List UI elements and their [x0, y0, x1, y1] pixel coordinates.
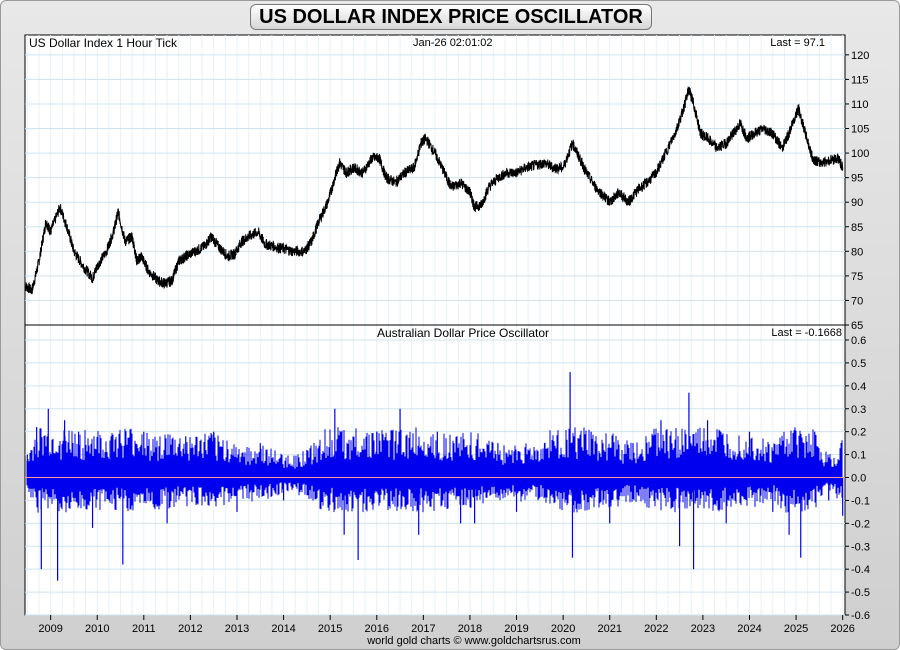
y-tick-label: 105: [851, 124, 869, 136]
x-tick-label: 2013: [225, 623, 249, 635]
y-tick-label: 80: [851, 246, 863, 258]
price-panel: [24, 86, 844, 295]
credit-text: world gold charts © www.goldchartsrus.co…: [366, 635, 581, 647]
y-tick-label: -0.5: [851, 587, 870, 599]
y-tick-label: 0.4: [851, 381, 866, 393]
oscillator-panel: [25, 372, 845, 581]
oscillator-panel-label: Australian Dollar Price Oscillator: [377, 326, 549, 340]
y-tick-label: 70: [851, 295, 863, 307]
price-panel-label: US Dollar Index 1 Hour Tick: [29, 36, 178, 50]
y-tick-label: 120: [851, 50, 869, 62]
x-tick-label: 2011: [132, 623, 156, 635]
chart-title: US DOLLAR INDEX PRICE OSCILLATOR: [250, 4, 652, 30]
x-tick-label: 2021: [597, 623, 621, 635]
y-tick-label: -0.6: [851, 610, 870, 622]
oscillator-panel-last: Last = -0.1668: [771, 327, 842, 339]
y-tick-label: 110: [851, 99, 869, 111]
price-panel-timestamp: Jan-26 02:01:02: [413, 37, 493, 49]
y-tick-label: 90: [851, 197, 863, 209]
x-tick-label: 2024: [737, 623, 761, 635]
y-tick-label: 0.0: [851, 473, 866, 485]
y-tick-label: 100: [851, 148, 869, 160]
y-tick-label: 0.1: [851, 450, 866, 462]
x-tick-label: 2019: [504, 623, 528, 635]
x-tick-label: 2018: [458, 623, 482, 635]
y-tick-label: 95: [851, 173, 863, 185]
x-tick-label: 2009: [38, 623, 62, 635]
x-tick-label: 2015: [318, 623, 342, 635]
price-series-line: [24, 86, 844, 295]
y-tick-label: 75: [851, 271, 863, 283]
x-tick-label: 2010: [85, 623, 109, 635]
y-tick-label: -0.4: [851, 564, 870, 576]
y-tick-label: 85: [851, 222, 863, 234]
y-tick-label: 0.2: [851, 427, 866, 439]
x-tick-label: 2020: [551, 623, 575, 635]
x-tick-label: 2025: [784, 623, 808, 635]
y-tick-label: 0.3: [851, 404, 866, 416]
x-tick-label: 2014: [271, 623, 295, 635]
x-tick-label: 2026: [830, 623, 854, 635]
y-tick-label: -0.1: [851, 495, 870, 507]
y-tick-label: -0.3: [851, 541, 870, 553]
x-tick-label: 2017: [411, 623, 435, 635]
y-tick-label: -0.2: [851, 518, 870, 530]
x-tick-label: 2023: [691, 623, 715, 635]
y-tick-label: 0.6: [851, 335, 866, 347]
x-tick-label: 2022: [644, 623, 668, 635]
axes: 65 70 75 80 85 90 95 100 105 110 115 120 0.6 0.5 0.4 0.…: [38, 50, 870, 635]
y-tick-label: 0.5: [851, 358, 866, 370]
y-tick-label: 65: [851, 320, 863, 332]
price-panel-last: Last = 97.1: [770, 37, 825, 49]
x-tick-label: 2012: [178, 623, 202, 635]
x-tick-label: 2016: [365, 623, 389, 635]
y-tick-label: 115: [851, 74, 869, 86]
